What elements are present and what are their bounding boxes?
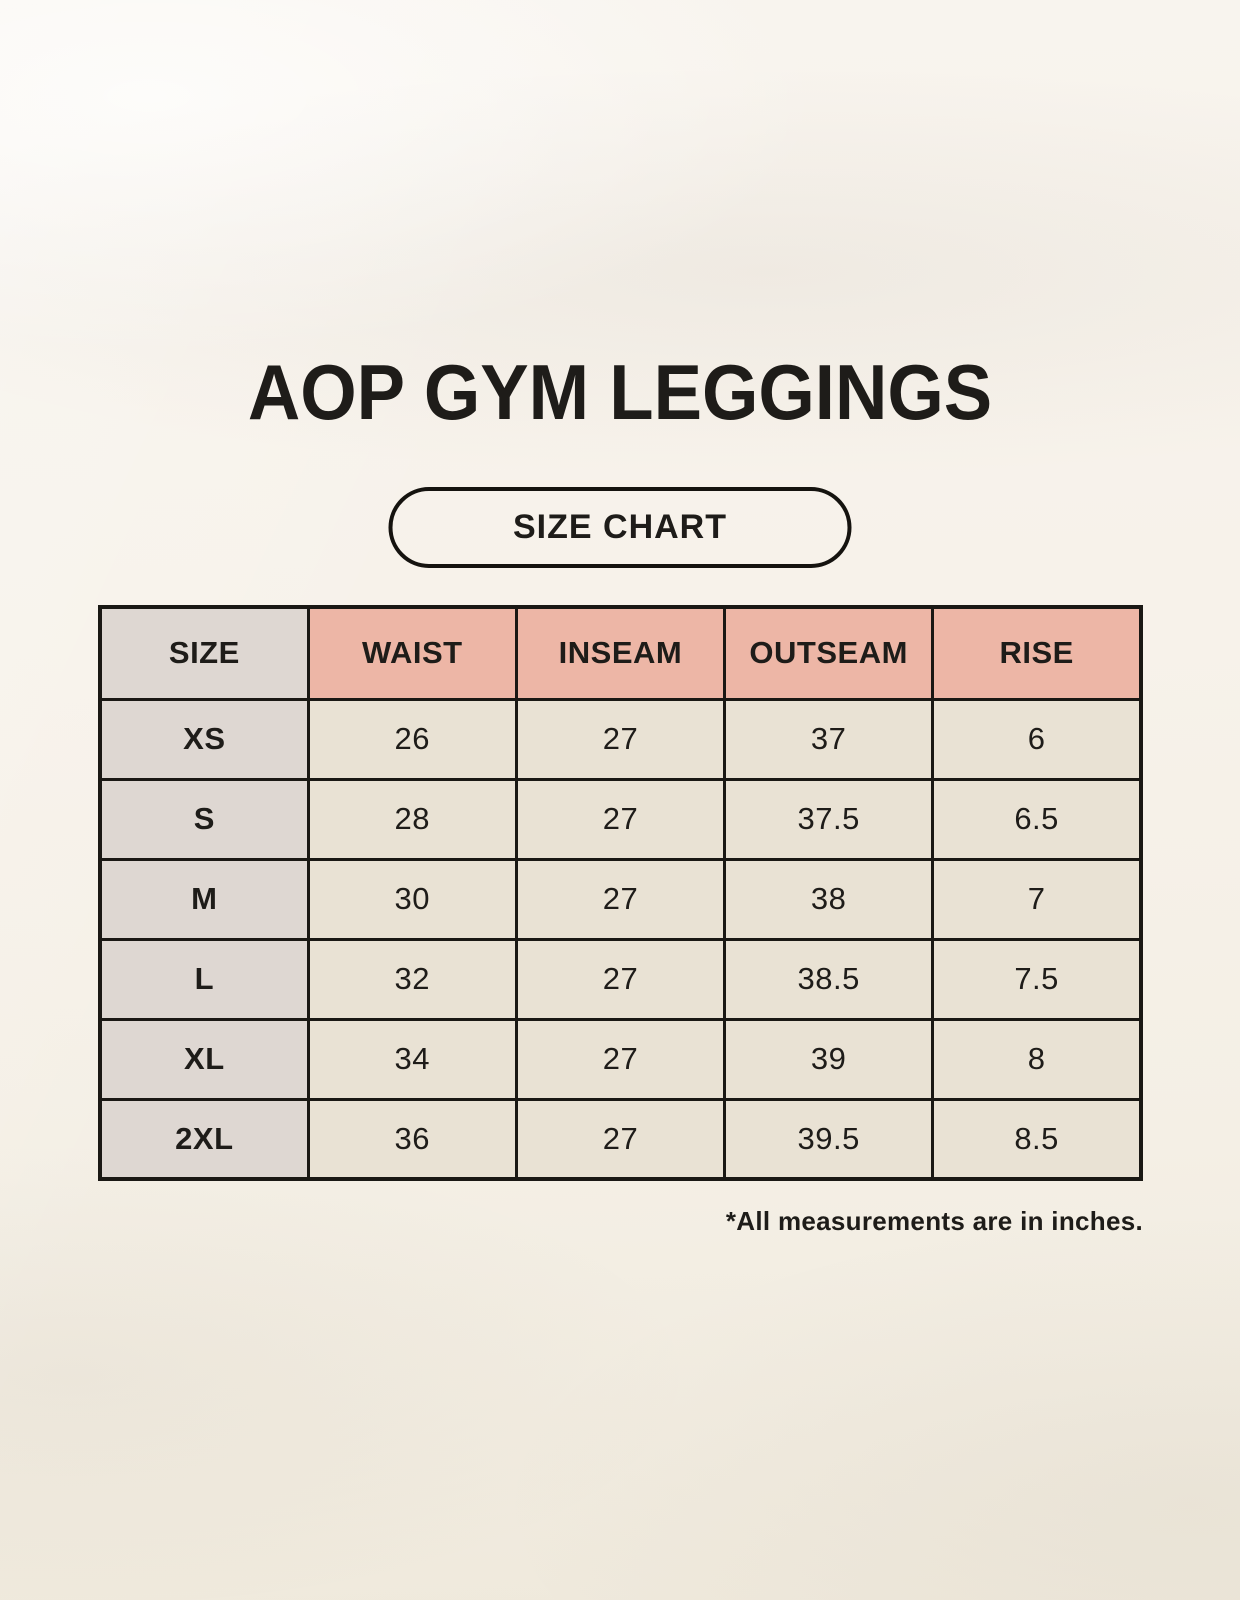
table-row-xl: XL 34 27 39 8 xyxy=(98,1017,1143,1101)
measurement-cell: 36 xyxy=(306,1097,518,1181)
column-header-rise: RISE xyxy=(931,605,1143,701)
measurement-cell: 7 xyxy=(931,857,1143,941)
measurement-cell: 39 xyxy=(723,1017,935,1101)
measurement-cell: 8.5 xyxy=(931,1097,1143,1181)
size-cell: L xyxy=(98,937,310,1021)
measurement-cell: 38.5 xyxy=(723,937,935,1021)
measurement-cell: 7.5 xyxy=(931,937,1143,1021)
table-row-xs: XS 26 27 37 6 xyxy=(98,697,1143,781)
table-row-2xl: 2XL 36 27 39.5 8.5 xyxy=(98,1097,1143,1181)
size-chart-table: SIZE WAIST INSEAM OUTSEAM RISE XS 26 27 … xyxy=(98,605,1143,1181)
measurement-cell: 32 xyxy=(306,937,518,1021)
size-chart-badge-label: SIZE CHART xyxy=(513,508,727,546)
measurement-cell: 34 xyxy=(306,1017,518,1101)
measurement-cell: 27 xyxy=(514,1097,727,1181)
measurement-cell: 27 xyxy=(514,1017,727,1101)
table-header-row: SIZE WAIST INSEAM OUTSEAM RISE xyxy=(98,605,1143,701)
size-cell: M xyxy=(98,857,310,941)
measurement-cell: 30 xyxy=(306,857,518,941)
measurements-footnote: *All measurements are in inches. xyxy=(725,1206,1143,1236)
measurement-cell: 27 xyxy=(514,777,727,861)
column-header-inseam: INSEAM xyxy=(514,605,727,701)
measurement-cell: 6 xyxy=(931,697,1143,781)
table-row-m: M 30 27 38 7 xyxy=(98,857,1143,941)
size-chart-badge: SIZE CHART xyxy=(388,487,852,568)
measurement-cell: 26 xyxy=(306,697,518,781)
page-title: AOP GYM LEGGINGS xyxy=(247,348,993,436)
size-cell: XL xyxy=(98,1017,310,1101)
measurement-cell: 8 xyxy=(931,1017,1143,1101)
size-cell: S xyxy=(98,777,310,861)
measurement-cell: 37 xyxy=(723,697,935,781)
measurement-cell: 28 xyxy=(306,777,518,861)
measurement-cell: 27 xyxy=(514,697,727,781)
measurement-cell: 6.5 xyxy=(931,777,1143,861)
size-cell: XS xyxy=(98,697,310,781)
measurement-cell: 27 xyxy=(514,857,727,941)
table-row-s: S 28 27 37.5 6.5 xyxy=(98,777,1143,861)
table-row-l: L 32 27 38.5 7.5 xyxy=(98,937,1143,1021)
measurement-cell: 37.5 xyxy=(723,777,935,861)
size-cell: 2XL xyxy=(98,1097,310,1181)
column-header-outseam: OUTSEAM xyxy=(723,605,935,701)
column-header-size: SIZE xyxy=(98,605,310,701)
column-header-waist: WAIST xyxy=(306,605,518,701)
measurement-cell: 38 xyxy=(723,857,935,941)
measurement-cell: 39.5 xyxy=(723,1097,935,1181)
measurement-cell: 27 xyxy=(514,937,727,1021)
